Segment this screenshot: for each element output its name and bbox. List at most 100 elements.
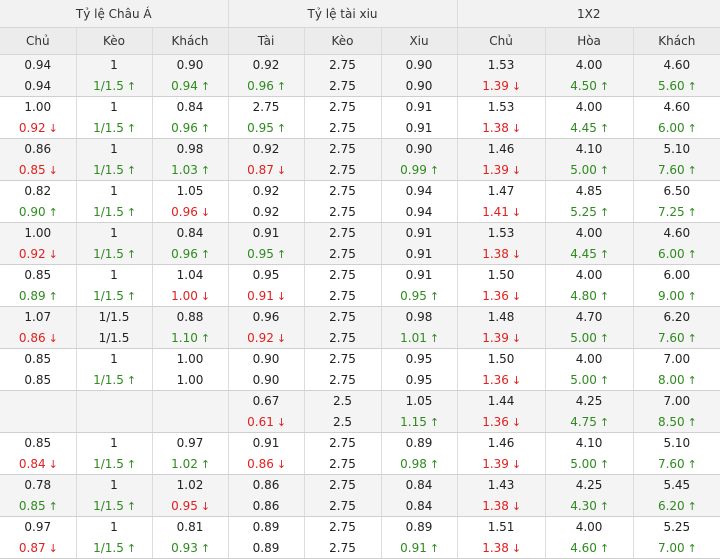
home-odds-cell[interactable] [0,391,76,433]
handicap-cell[interactable] [76,391,152,433]
away-odds-cell[interactable] [152,391,228,433]
